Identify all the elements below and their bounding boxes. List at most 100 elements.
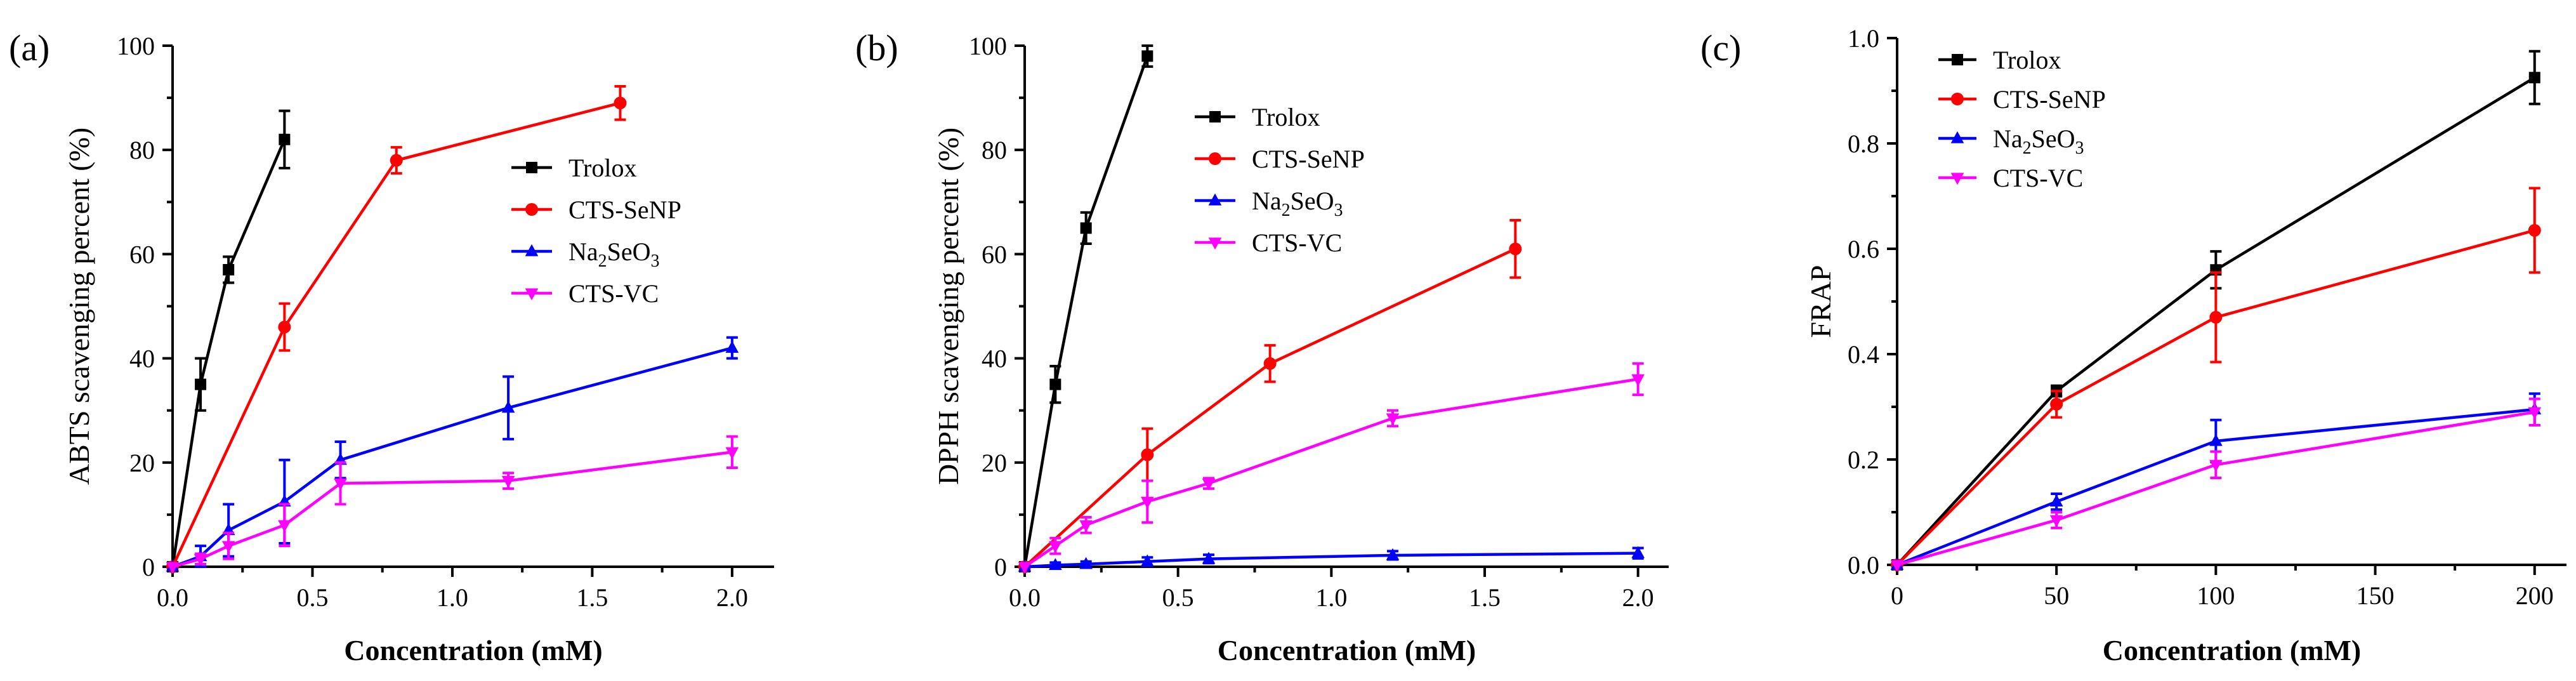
- data-point: [2209, 460, 2223, 472]
- legend-label: CTS-VC: [568, 279, 659, 308]
- x-tick-label: 0: [1891, 581, 1903, 610]
- x-tick-label: 0.5: [296, 583, 328, 612]
- data-point: [1140, 496, 1154, 509]
- data-point: [195, 378, 207, 390]
- data-point: [1386, 413, 1400, 426]
- x-tick-label: 2.0: [716, 583, 748, 612]
- series-line: [1896, 411, 2535, 567]
- data-point: [1141, 50, 1153, 62]
- series-line: [171, 102, 621, 567]
- data-point: [194, 554, 207, 566]
- y-tick-label: 20: [129, 449, 155, 477]
- x-tick-label: 200: [2516, 581, 2554, 610]
- x-axis-title: Concentration (mM): [344, 634, 603, 666]
- x-tick-label: 2.0: [1622, 583, 1654, 612]
- legend-label: CTS-VC: [1993, 164, 2083, 192]
- legend-marker: [1208, 237, 1222, 250]
- series-line: [172, 347, 733, 569]
- legend: Trolox CTS-SeNP Na2SeO3 CTS-VC: [1195, 103, 1365, 257]
- y-tick-label: 100: [117, 32, 155, 60]
- x-axis-title: Concentration (mM): [2103, 634, 2362, 666]
- data-point: [1141, 448, 1154, 461]
- legend-label: CTS-SeNP: [1993, 85, 2106, 114]
- legend-label: Na2SeO3: [1252, 187, 1343, 220]
- panel-b: (b) 0.0 0.5 1.0 1.5 2.0 0 20 40 60 80 100 Concentrat…: [855, 27, 1669, 666]
- data-point: [390, 154, 403, 167]
- y-tick-label: 0: [994, 553, 1007, 581]
- data-point: [166, 562, 180, 574]
- y-axis-title: ABTS scavenging percent (%): [63, 128, 95, 485]
- panel-a: (a) 0.0 0.5 1.0 1.5 2.0 0 20 40 60 80 100 Concentrat…: [9, 27, 774, 666]
- data-point: [501, 400, 515, 413]
- panel-label: (a): [9, 27, 49, 69]
- x-tick-label: 1.5: [576, 583, 608, 612]
- data-point: [1079, 557, 1093, 569]
- series-cts-vc: [1890, 397, 2542, 572]
- panel-label: (b): [855, 27, 898, 69]
- data-point: [1048, 558, 1062, 571]
- legend-label: Trolox: [568, 154, 636, 182]
- legend-label: Trolox: [1993, 46, 2061, 74]
- series-cts-senp: [1891, 187, 2541, 571]
- data-point: [1890, 560, 1904, 572]
- x-tick-label: 1.0: [437, 583, 468, 612]
- y-tick-label: 0.4: [1848, 340, 1879, 369]
- y-tick-label: 60: [982, 240, 1007, 268]
- legend: Trolox CTS-SeNP Na2SeO3 CTS-VC: [511, 154, 681, 308]
- data-point: [614, 96, 627, 110]
- legend-marker: [1950, 131, 1964, 143]
- x-tick-label: 100: [2197, 581, 2235, 610]
- data-point: [2049, 515, 2063, 527]
- data-point: [1386, 548, 1400, 560]
- data-point: [1509, 242, 1522, 256]
- legend-label: CTS-SeNP: [568, 195, 681, 224]
- legend-label: Na2SeO3: [568, 237, 660, 271]
- data-point: [1080, 222, 1092, 234]
- series-trolox: [1019, 44, 1153, 572]
- data-point: [1263, 357, 1277, 370]
- legend-label: Na2SeO3: [1993, 124, 2084, 158]
- legend: Trolox CTS-SeNP Na2SeO3 CTS-VC: [1938, 46, 2106, 192]
- y-tick-label: 40: [982, 345, 1007, 373]
- series-line: [1896, 228, 2535, 566]
- data-point: [2528, 223, 2541, 237]
- series-line: [1024, 552, 1638, 569]
- x-tick-label: 0.5: [1162, 583, 1194, 612]
- series-cts-senp: [1018, 219, 1522, 573]
- data-point: [1140, 554, 1154, 567]
- legend-marker: [526, 162, 537, 173]
- data-point: [334, 478, 347, 491]
- legend-marker: [1952, 54, 1963, 65]
- y-tick-label: 0: [142, 553, 155, 581]
- x-tick-label: 0.0: [1009, 583, 1041, 612]
- data-point: [278, 321, 291, 334]
- data-point: [725, 340, 739, 353]
- y-tick-label: 100: [969, 32, 1007, 60]
- data-point: [278, 520, 291, 532]
- legend-marker: [525, 288, 539, 301]
- y-tick-label: 40: [129, 345, 155, 373]
- data-point: [2049, 494, 2063, 507]
- y-tick-label: 60: [129, 240, 155, 268]
- y-tick-label: 0.0: [1848, 551, 1879, 579]
- series-cts-senp: [166, 85, 627, 573]
- data-point: [2050, 397, 2063, 411]
- y-tick-label: 0.8: [1848, 129, 1879, 158]
- series-line: [1023, 55, 1149, 567]
- legend-marker: [1950, 173, 1964, 185]
- series-line: [1896, 407, 2535, 567]
- y-tick-label: 0.2: [1848, 446, 1879, 474]
- x-tick-label: 50: [2044, 581, 2069, 610]
- y-tick-label: 20: [982, 449, 1007, 477]
- series-cts-vc: [1018, 362, 1645, 574]
- y-axis-title: FRAP: [1804, 265, 1837, 338]
- series-na2seo3: [1890, 392, 2542, 570]
- x-axis-title: Concentration (mM): [1218, 634, 1476, 666]
- data-point: [279, 133, 291, 145]
- x-tick-label: 1.0: [1315, 583, 1347, 612]
- legend-label: CTS-SeNP: [1252, 145, 1365, 173]
- data-point: [501, 475, 515, 488]
- series-line: [1023, 378, 1639, 568]
- series-line: [172, 451, 733, 569]
- x-tick-label: 150: [2356, 581, 2395, 610]
